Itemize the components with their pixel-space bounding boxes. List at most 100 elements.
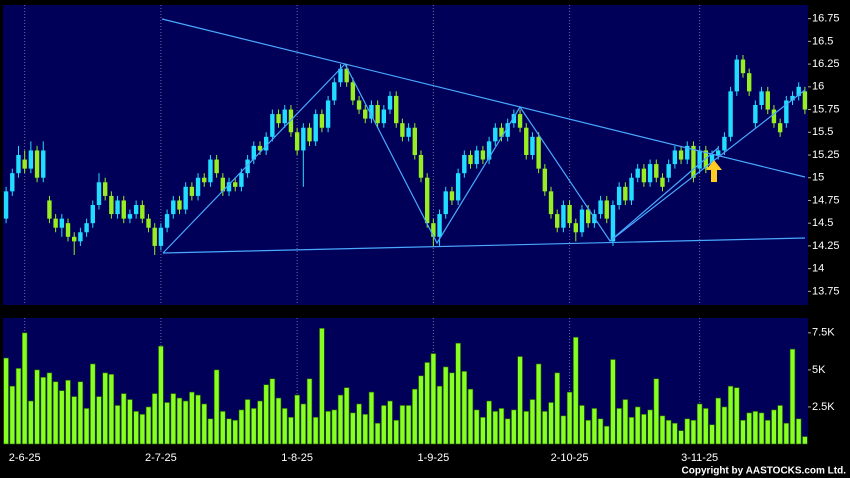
volume-bar [418,375,424,445]
volume-bar [195,394,201,445]
volume-bar [127,399,133,445]
y-tick-label: 16.5 [812,35,833,47]
candle-body [437,214,442,237]
candle-body [777,123,783,133]
candle-body [734,59,739,92]
volume-bar [529,399,536,445]
volume-bar [566,391,573,445]
candle-body [158,227,164,246]
candle-body [84,223,89,233]
volume-bar [102,372,108,445]
volume-bar [182,400,189,445]
candle-body [412,127,417,155]
volume-bar [220,411,226,445]
candle-body [493,127,498,142]
volume-bar [474,409,480,445]
candle-body [573,223,578,233]
volume-bar [727,385,734,445]
x-tick-label: 2-6-25 [9,452,41,464]
volume-bar [46,372,53,445]
candle-body [660,177,665,187]
candle-body [72,236,77,242]
candle-body [233,182,238,187]
volume-bar [511,409,517,445]
volume-bar [517,356,523,445]
volume-bar [740,419,746,445]
candle-body [517,114,523,128]
volume-bar [455,342,461,445]
volume-bar [665,419,672,445]
candle-body [282,109,287,124]
candle-body [555,214,560,228]
candle-body [356,100,362,110]
candle-body [164,214,170,228]
volume-bar [405,405,412,445]
candle-body [784,100,789,124]
candle-body [394,95,399,124]
candle-body [406,127,411,137]
volume-bar [721,406,728,445]
candle-body [759,91,764,105]
volume-bar [108,374,115,445]
candle-body [542,168,548,192]
candle-body [109,195,114,215]
volume-bar [319,328,325,445]
candle-body [78,232,83,242]
volume-bar [164,402,170,445]
volume-bar [616,408,622,445]
copyright: Copyright by AASTOCKS.com Ltd. [682,466,847,477]
candle-body [350,82,356,101]
volume-bar [313,417,319,445]
candle-body [666,164,671,178]
candle-body [771,109,777,124]
volume-bar [696,403,703,445]
volume-bar [133,411,139,445]
y-tick-label: 5K [812,364,826,376]
volume-bar [635,406,641,445]
candle-body [654,164,659,178]
volume-bar [492,411,498,445]
candle-body [610,205,616,242]
candle-body [332,82,337,101]
volume-bar [597,418,604,445]
volume-bar [703,408,709,445]
volume-bar [678,430,684,445]
volume-bar [381,405,387,445]
volume-bar [201,403,207,445]
candle-body [140,205,145,219]
y-tick-label: 16.25 [812,58,840,70]
candle-body [319,114,325,128]
candle-body [363,109,368,119]
volume-bar [34,369,40,445]
candle-body [325,100,331,128]
candle-body [127,214,133,219]
candle-body [195,177,201,196]
volume-bar [758,412,765,445]
candle-body [616,186,622,205]
y-tick-label: 16 [812,81,824,93]
volume-bar [226,418,232,445]
candle-body [561,205,566,228]
volume-bar [9,385,15,445]
candle-body [635,168,640,178]
candle-body [10,173,15,192]
candle-body [375,105,380,124]
volume-bar [789,348,796,445]
volume-bar [337,394,344,445]
volume-bar [796,418,802,445]
candle-body [524,127,529,155]
volume-bar [579,405,585,445]
volume-bar [28,400,34,445]
candle-body [418,155,424,178]
candle-body [369,105,374,119]
candle-body [746,73,752,92]
volume-bar [443,366,449,445]
trendline [609,89,806,242]
candle-body [462,155,467,174]
candle-body [474,150,479,165]
volume-bar [802,436,808,445]
volume-bar [232,419,238,445]
volume-bar [15,368,22,445]
y-tick-label: 15.75 [812,103,840,115]
volume-bar [207,418,214,445]
